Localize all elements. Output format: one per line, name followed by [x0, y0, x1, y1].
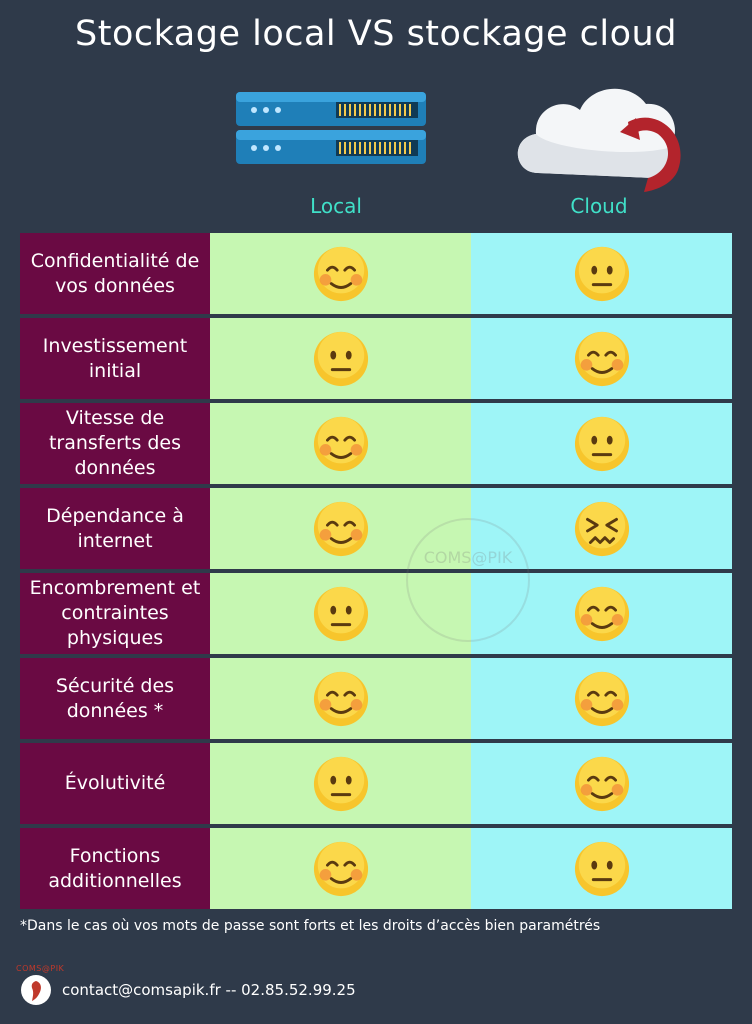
table-row: Sécurité des données *: [20, 658, 732, 739]
local-cell: [210, 403, 471, 484]
local-cell: [210, 318, 471, 399]
neutral-face-icon: [574, 841, 629, 896]
neutral-face-icon: [313, 756, 368, 811]
cloud-icon: [517, 88, 681, 192]
page-title: Stockage local VS stockage cloud: [75, 14, 677, 54]
smiling-face-icon: [574, 586, 629, 641]
cloud-cell: [471, 403, 732, 484]
local-cell: [210, 743, 471, 824]
smiling-face-icon: [313, 671, 368, 726]
table-row: Fonctions additionnelles: [20, 828, 732, 909]
brand-logo-icon: [21, 975, 51, 1005]
column-header-local: Local: [310, 194, 362, 218]
smiling-face-icon: [574, 671, 629, 726]
column-header-cloud: Cloud: [570, 194, 628, 218]
cloud-cell: [471, 743, 732, 824]
local-cell: [210, 828, 471, 909]
table-row: Investissement initial: [20, 318, 732, 399]
table-row: Encombrement et contraintes physiques: [20, 573, 732, 654]
neutral-face-icon: [313, 331, 368, 386]
row-label: Vitesse de transferts des données: [20, 403, 210, 484]
row-label: Fonctions additionnelles: [20, 828, 210, 909]
local-cell: [210, 573, 471, 654]
brand-name: COMS@PIK: [16, 964, 65, 973]
row-label: Confidentialité de vos données: [20, 233, 210, 314]
local-cell: [210, 488, 471, 569]
cloud-cell: [471, 573, 732, 654]
smiling-face-icon: [574, 756, 629, 811]
smiling-face-icon: [574, 331, 629, 386]
row-label: Investissement initial: [20, 318, 210, 399]
confounded-face-icon: [574, 501, 629, 556]
neutral-face-icon: [313, 586, 368, 641]
neutral-face-icon: [574, 416, 629, 471]
table-row: Évolutivité: [20, 743, 732, 824]
smiling-face-icon: [313, 841, 368, 896]
table-row: Vitesse de transferts des données: [20, 403, 732, 484]
cloud-cell: [471, 828, 732, 909]
server-icon: [236, 92, 426, 164]
smiling-face-icon: [313, 501, 368, 556]
cloud-cell: [471, 488, 732, 569]
cloud-cell: [471, 318, 732, 399]
contact-info: contact@comsapik.fr -- 02.85.52.99.25: [62, 981, 356, 999]
comparison-table: Confidentialité de vos données Investisse…: [20, 233, 732, 909]
smiling-face-icon: [313, 416, 368, 471]
table-row: Dépendance à internet: [20, 488, 732, 569]
row-label: Évolutivité: [20, 743, 210, 824]
table-row: Confidentialité de vos données: [20, 233, 732, 314]
row-label: Encombrement et contraintes physiques: [20, 573, 210, 654]
local-cell: [210, 658, 471, 739]
smiling-face-icon: [313, 246, 368, 301]
cloud-cell: [471, 658, 732, 739]
row-label: Sécurité des données *: [20, 658, 210, 739]
neutral-face-icon: [574, 246, 629, 301]
local-cell: [210, 233, 471, 314]
row-label: Dépendance à internet: [20, 488, 210, 569]
cloud-cell: [471, 233, 732, 314]
footnote: *Dans le cas où vos mots de passe sont f…: [20, 918, 601, 934]
